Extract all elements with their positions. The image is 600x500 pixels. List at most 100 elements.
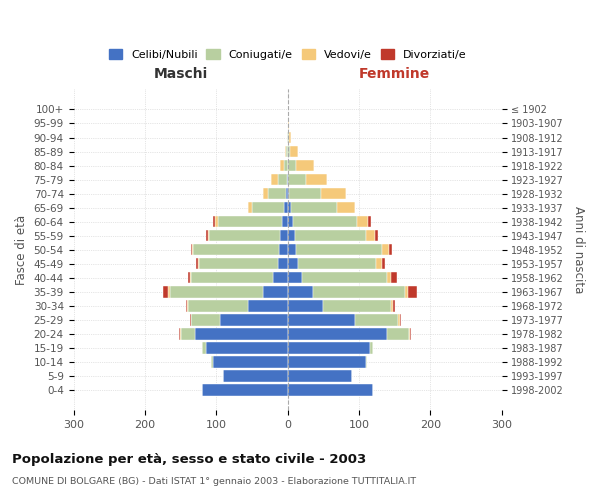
- Y-axis label: Anni di nascita: Anni di nascita: [572, 206, 585, 294]
- Bar: [321, 188, 346, 200]
- Bar: [208, 230, 209, 241]
- Bar: [287, 160, 296, 172]
- Bar: [410, 328, 411, 340]
- Bar: [289, 188, 321, 200]
- Bar: [287, 356, 366, 368]
- Bar: [287, 174, 288, 186]
- Bar: [306, 174, 328, 186]
- Bar: [287, 314, 355, 326]
- Bar: [192, 244, 193, 256]
- Bar: [193, 244, 279, 256]
- Bar: [287, 216, 293, 228]
- Bar: [199, 258, 278, 270]
- Bar: [287, 328, 388, 340]
- Bar: [197, 258, 199, 270]
- Bar: [191, 314, 220, 326]
- Bar: [191, 244, 192, 256]
- Bar: [286, 188, 287, 200]
- Y-axis label: Fasce di età: Fasce di età: [15, 214, 28, 285]
- Bar: [278, 258, 287, 270]
- Bar: [284, 146, 286, 158]
- Bar: [291, 202, 337, 213]
- Bar: [287, 230, 295, 241]
- Bar: [280, 160, 284, 172]
- Bar: [382, 258, 385, 270]
- Bar: [293, 216, 358, 228]
- Bar: [358, 216, 368, 228]
- Bar: [409, 328, 410, 340]
- Bar: [391, 272, 397, 283]
- Bar: [295, 230, 366, 241]
- Bar: [188, 272, 190, 283]
- Bar: [195, 328, 287, 340]
- Text: Popolazione per età, sesso e stato civile - 2003: Popolazione per età, sesso e stato civil…: [12, 452, 366, 466]
- Legend: Celibi/Nubili, Coniugati/e, Vedovi/e, Divorziati/e: Celibi/Nubili, Coniugati/e, Vedovi/e, Di…: [104, 45, 471, 64]
- Bar: [212, 356, 287, 368]
- Text: COMUNE DI BOLGARE (BG) - Dati ISTAT 1° gennaio 2003 - Elaborazione TUTTITALIA.IT: COMUNE DI BOLGARE (BG) - Dati ISTAT 1° g…: [12, 478, 416, 486]
- Bar: [268, 188, 286, 200]
- Bar: [248, 300, 287, 312]
- Bar: [287, 188, 289, 200]
- Bar: [282, 216, 287, 228]
- Bar: [185, 300, 187, 312]
- Bar: [376, 258, 382, 270]
- Bar: [215, 216, 218, 228]
- Text: Maschi: Maschi: [154, 68, 208, 82]
- Bar: [287, 272, 302, 283]
- Bar: [280, 230, 287, 241]
- Bar: [220, 314, 287, 326]
- Bar: [388, 328, 409, 340]
- Bar: [290, 146, 298, 158]
- Bar: [337, 202, 355, 213]
- Bar: [323, 300, 391, 312]
- Bar: [196, 258, 197, 270]
- Bar: [287, 132, 289, 143]
- Bar: [206, 230, 208, 241]
- Bar: [366, 356, 367, 368]
- Bar: [170, 286, 263, 298]
- Bar: [289, 132, 291, 143]
- Bar: [202, 384, 287, 396]
- Bar: [287, 286, 313, 298]
- Bar: [355, 314, 398, 326]
- Bar: [287, 384, 373, 396]
- Bar: [296, 244, 382, 256]
- Bar: [288, 174, 306, 186]
- Bar: [313, 286, 405, 298]
- Bar: [248, 202, 252, 213]
- Bar: [398, 314, 400, 326]
- Bar: [187, 300, 188, 312]
- Bar: [190, 314, 191, 326]
- Bar: [191, 272, 273, 283]
- Bar: [286, 146, 287, 158]
- Bar: [287, 300, 323, 312]
- Bar: [393, 300, 395, 312]
- Text: Femmine: Femmine: [359, 68, 430, 82]
- Bar: [408, 286, 416, 298]
- Bar: [302, 272, 388, 283]
- Bar: [296, 160, 314, 172]
- Bar: [287, 118, 288, 129]
- Bar: [366, 230, 374, 241]
- Bar: [388, 272, 391, 283]
- Bar: [287, 202, 291, 213]
- Bar: [279, 244, 287, 256]
- Bar: [214, 216, 215, 228]
- Bar: [181, 328, 195, 340]
- Bar: [370, 342, 373, 353]
- Bar: [263, 188, 268, 200]
- Bar: [405, 286, 408, 298]
- Bar: [271, 174, 278, 186]
- Bar: [263, 286, 287, 298]
- Bar: [209, 230, 280, 241]
- Bar: [206, 342, 287, 353]
- Bar: [273, 272, 287, 283]
- Bar: [287, 244, 296, 256]
- Bar: [211, 356, 212, 368]
- Bar: [382, 244, 389, 256]
- Bar: [180, 328, 181, 340]
- Bar: [389, 244, 392, 256]
- Bar: [218, 216, 282, 228]
- Bar: [288, 118, 289, 129]
- Bar: [163, 286, 169, 298]
